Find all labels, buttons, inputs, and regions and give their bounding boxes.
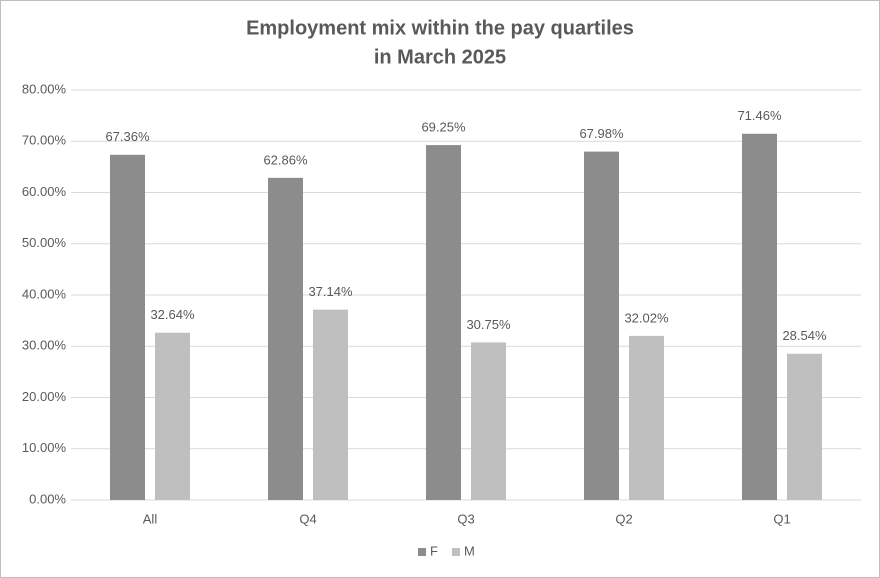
legend-label: M — [464, 543, 475, 558]
bar — [471, 342, 506, 500]
data-label: 32.02% — [624, 310, 669, 325]
y-tick-label: 60.00% — [22, 184, 67, 199]
legend-swatch — [418, 548, 426, 556]
x-tick-label: Q2 — [615, 511, 632, 526]
legend-label: F — [430, 543, 438, 558]
data-label: 32.64% — [150, 307, 195, 322]
data-label: 37.14% — [308, 284, 353, 299]
data-label: 28.54% — [782, 328, 827, 343]
y-tick-label: 50.00% — [22, 235, 67, 250]
y-tick-label: 10.00% — [22, 440, 67, 455]
y-tick-label: 30.00% — [22, 338, 67, 353]
data-label: 69.25% — [421, 120, 466, 135]
y-tick-label: 0.00% — [29, 491, 66, 506]
y-tick-label: 20.00% — [22, 389, 67, 404]
bar — [268, 177, 303, 500]
x-tick-label: All — [143, 511, 158, 526]
chart-title: in March 2025 — [374, 46, 506, 68]
bar — [584, 151, 619, 501]
chart-title: Employment mix within the pay quartiles — [246, 17, 634, 39]
bar — [426, 145, 461, 500]
bar — [629, 335, 664, 500]
bar — [110, 154, 145, 500]
data-label: 67.98% — [579, 126, 624, 141]
bar — [155, 332, 190, 500]
x-tick-label: Q3 — [457, 511, 474, 526]
y-tick-label: 40.00% — [22, 286, 67, 301]
x-tick-label: Q4 — [299, 511, 316, 526]
y-tick-label: 80.00% — [22, 81, 67, 96]
y-tick-label: 70.00% — [22, 133, 67, 148]
bar — [787, 353, 822, 500]
legend-swatch — [451, 548, 460, 556]
data-label: 30.75% — [466, 317, 511, 332]
bar — [313, 309, 348, 500]
bar — [742, 133, 777, 500]
data-label: 71.46% — [737, 108, 782, 123]
data-label: 67.36% — [105, 129, 150, 144]
data-label: 62.86% — [263, 152, 308, 167]
x-tick-label: Q1 — [773, 511, 790, 526]
